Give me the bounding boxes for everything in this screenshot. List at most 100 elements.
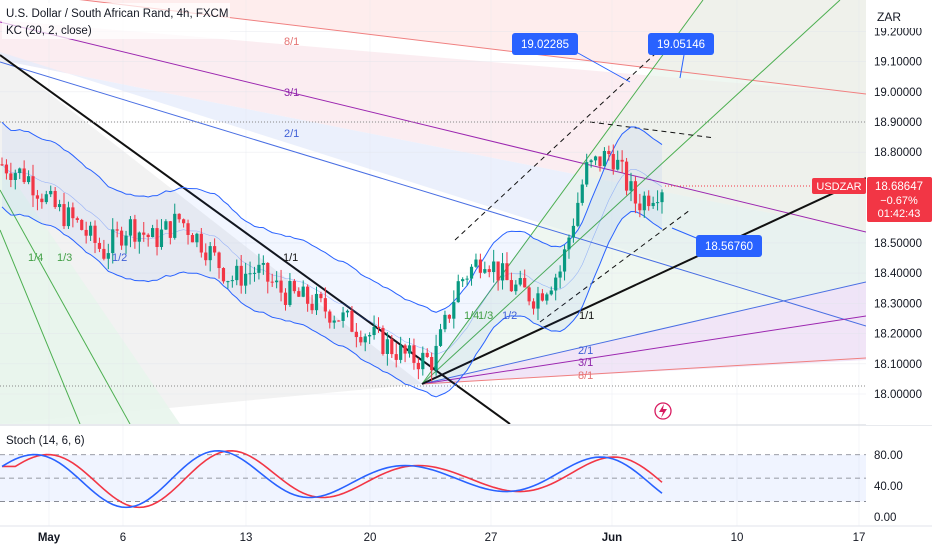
candle-body	[509, 280, 513, 292]
candle-body	[403, 345, 407, 354]
callout-label: 19.02285	[521, 39, 569, 51]
time-tick-label: May	[38, 532, 61, 544]
candle-body	[461, 279, 465, 282]
candle-body	[301, 286, 305, 297]
candle-body	[518, 278, 522, 285]
candle-body	[9, 173, 13, 180]
fan-label: 8/1	[284, 36, 299, 48]
candle-body	[443, 314, 447, 330]
candles	[0, 144, 664, 382]
price-tick-label: 18.90000	[874, 117, 922, 129]
candle-body	[111, 229, 115, 254]
fan-lines	[0, 0, 866, 424]
callout-box[interactable]	[512, 33, 578, 55]
fan-label: 1/4	[464, 310, 479, 322]
candle-body	[616, 159, 620, 170]
symbol-badge-label: USDZAR	[816, 181, 861, 193]
time-tick-label: 10	[731, 532, 744, 544]
fan-label: 1/1	[283, 252, 298, 264]
symbol-badge	[812, 178, 866, 194]
candle-body	[456, 281, 460, 303]
candle-body	[629, 181, 633, 191]
price-tick-label: 19.20000	[874, 26, 922, 38]
candle-body	[102, 248, 106, 259]
fan-line-3-1-top	[0, 21, 866, 233]
candle-body	[119, 230, 124, 246]
candle-body	[536, 293, 540, 309]
candle-body	[540, 293, 545, 301]
candle-body	[88, 225, 93, 236]
time-tick-label: 13	[240, 532, 253, 544]
candle-body	[177, 213, 181, 220]
candle-body	[368, 335, 372, 337]
fan-line-2-1-bottom	[421, 281, 866, 385]
candle-body	[474, 259, 478, 267]
fan-region-lower-green	[0, 160, 180, 424]
candle-body	[18, 168, 22, 174]
candle-body	[500, 263, 505, 281]
candle-body	[40, 198, 44, 203]
stoch-tick-label: 40.00	[874, 481, 903, 493]
candle-body	[217, 252, 221, 269]
candle-body	[483, 269, 487, 273]
candle-body	[261, 263, 265, 265]
downtrend-line	[0, 54, 511, 424]
price-tick-label: 18.40000	[874, 268, 922, 280]
callout-box[interactable]	[696, 235, 762, 257]
candle-body	[275, 280, 279, 283]
candle-body	[363, 336, 367, 343]
candle-body	[204, 252, 208, 261]
currency-button[interactable]: ZAR	[868, 4, 928, 28]
candle-body	[580, 184, 584, 203]
candle-body	[97, 242, 102, 249]
price-tick-label: 19.10000	[874, 57, 922, 69]
candle-body	[567, 237, 571, 250]
price-change: −0.67%	[880, 195, 918, 207]
candle-body	[66, 207, 71, 227]
currency-button-bg[interactable]	[868, 4, 928, 28]
candle-body	[434, 345, 438, 371]
channel-upper-dashed	[454, 39, 671, 241]
price-callouts[interactable]: 19.02285 19.05146 18.56760	[512, 33, 762, 257]
time-tick-label: Jun	[602, 532, 622, 544]
keltner-band-fill	[2, 122, 662, 397]
candle-body	[598, 156, 602, 167]
time-tick-label: 17	[853, 532, 866, 544]
candle-body	[106, 253, 110, 259]
candle-body	[527, 287, 531, 302]
stoch-axis-bg	[866, 426, 932, 526]
candle-body	[297, 291, 301, 297]
candle-body	[576, 202, 580, 226]
candle-body	[549, 290, 553, 295]
candle-body	[213, 246, 217, 253]
stoch-pane	[0, 450, 866, 509]
fan-label: 1/3	[478, 310, 493, 322]
candle-body	[341, 312, 345, 321]
candle-body	[390, 339, 394, 355]
candle-body	[173, 213, 177, 238]
candle-body	[350, 310, 354, 332]
candle-body	[270, 281, 274, 283]
fan-label: 1/4	[28, 252, 43, 264]
currency-button-label: ZAR	[877, 10, 901, 24]
candle-body	[354, 331, 358, 338]
candle-body	[381, 327, 385, 354]
candle-body	[545, 294, 549, 301]
indicator-label[interactable]: KC (20, 2, close)	[6, 25, 92, 37]
time-axis[interactable]: May 6 13 20 27 Jun 10 17	[38, 532, 866, 544]
symbol-title[interactable]: U.S. Dollar / South African Rand, 4h, FX…	[6, 8, 228, 20]
candle-body	[465, 278, 469, 280]
lightning-icon[interactable]	[654, 402, 672, 420]
candle-body	[13, 173, 17, 180]
candle-body	[133, 219, 137, 242]
stoch-axis[interactable]: 80.00 40.00 0.00	[866, 426, 932, 526]
candle-body	[283, 292, 288, 305]
candle-body	[638, 203, 642, 211]
fan-line-3-1-bottom	[421, 315, 866, 385]
callout-label: 18.56760	[705, 241, 753, 253]
callout-box[interactable]	[648, 33, 714, 55]
candle-body	[314, 293, 319, 311]
stoch-label[interactable]: Stoch (14, 6, 6)	[6, 435, 85, 447]
candle-body	[235, 265, 239, 281]
candle-body	[447, 314, 451, 319]
